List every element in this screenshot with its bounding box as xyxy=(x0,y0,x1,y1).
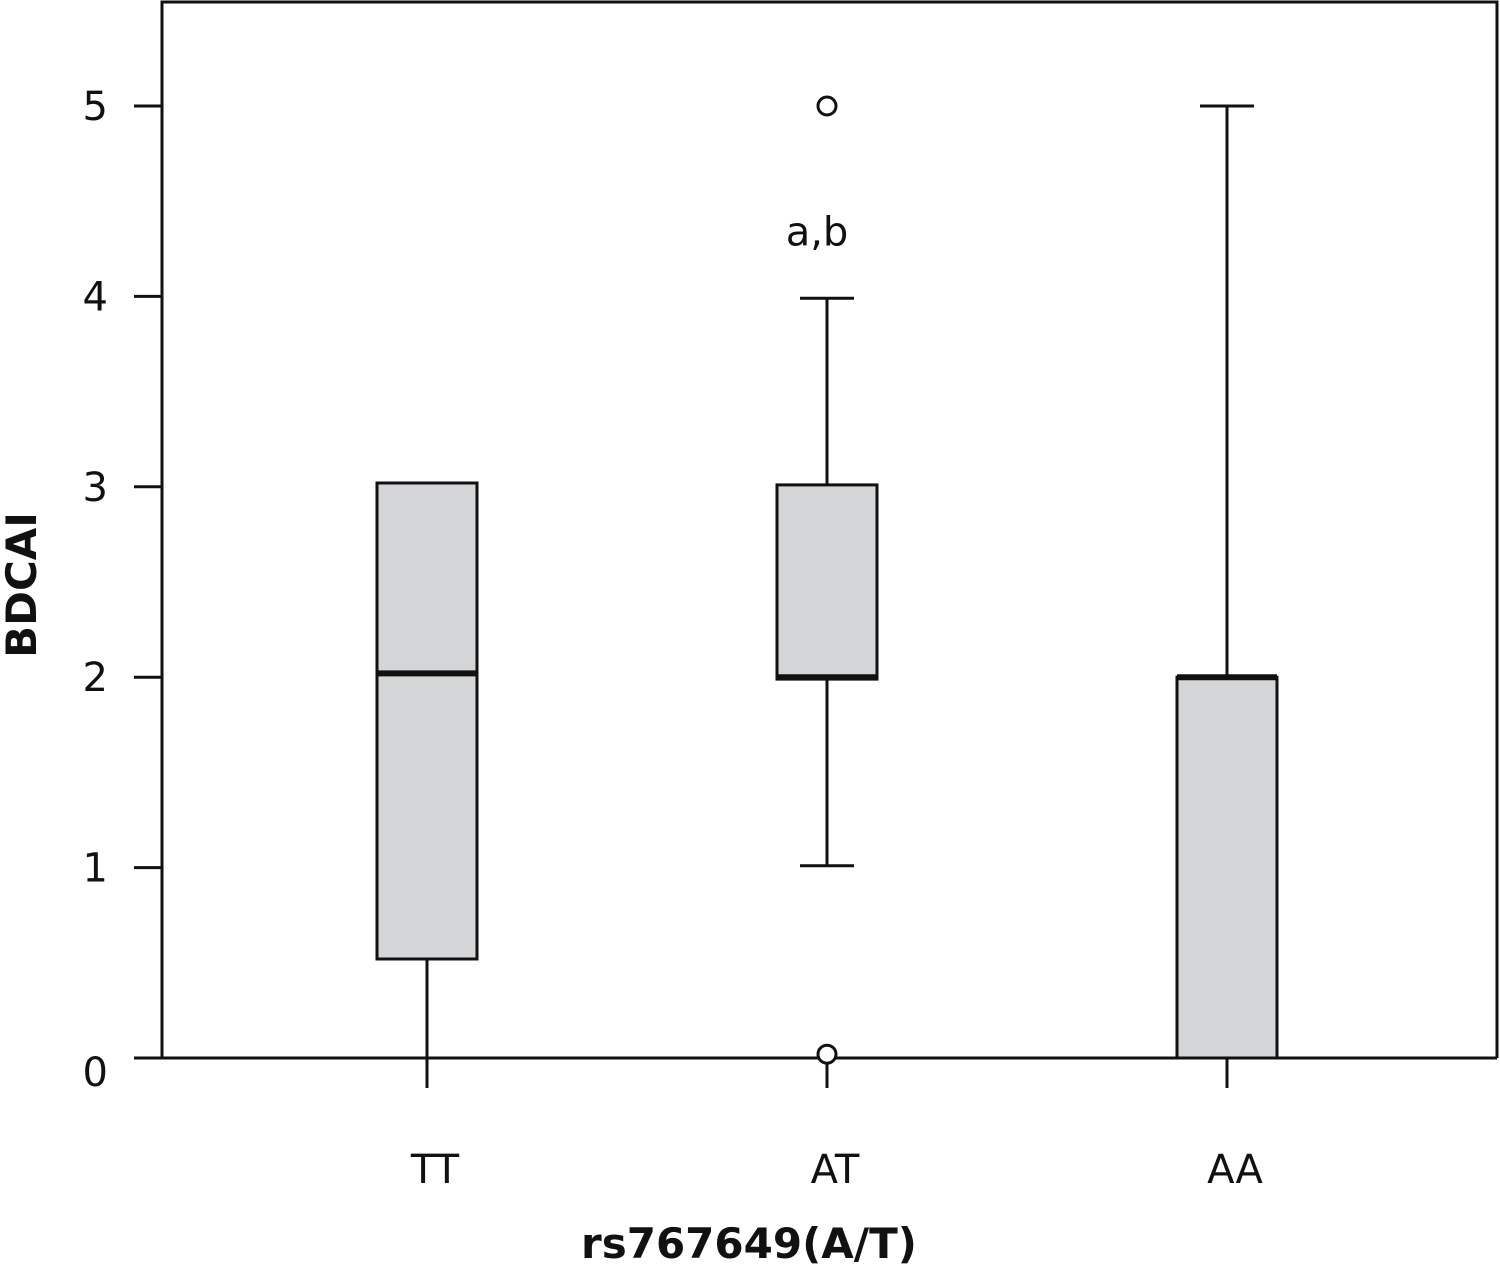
y-tick-label-2: 2 xyxy=(83,655,108,701)
plot-frame xyxy=(160,0,1499,1058)
annotation-at: a,b xyxy=(786,209,849,255)
box-at xyxy=(775,483,879,681)
x-tick-label-at: AT xyxy=(811,1147,860,1193)
y-tick-label-4: 4 xyxy=(83,274,108,320)
box-tt xyxy=(375,481,479,961)
y-tick-label-5: 5 xyxy=(83,84,108,130)
x-tick-label-tt: TT xyxy=(410,1147,460,1193)
x-tick-label-aa: AA xyxy=(1207,1147,1263,1193)
outlier-at-2 xyxy=(816,1043,838,1065)
x-axis-title: rs767649(A/T) xyxy=(581,1219,917,1268)
outlier-at-1 xyxy=(816,95,838,117)
y-axis-title: BDCAI xyxy=(0,512,46,658)
y-tick-label-3: 3 xyxy=(83,465,108,511)
box-aa xyxy=(1175,675,1279,1060)
y-tick-label-0: 0 xyxy=(83,1050,108,1096)
y-tick-label-1: 1 xyxy=(83,846,108,892)
plot-area: 0 1 2 3 4 5 TT AT AA a,b xyxy=(83,0,1499,1193)
